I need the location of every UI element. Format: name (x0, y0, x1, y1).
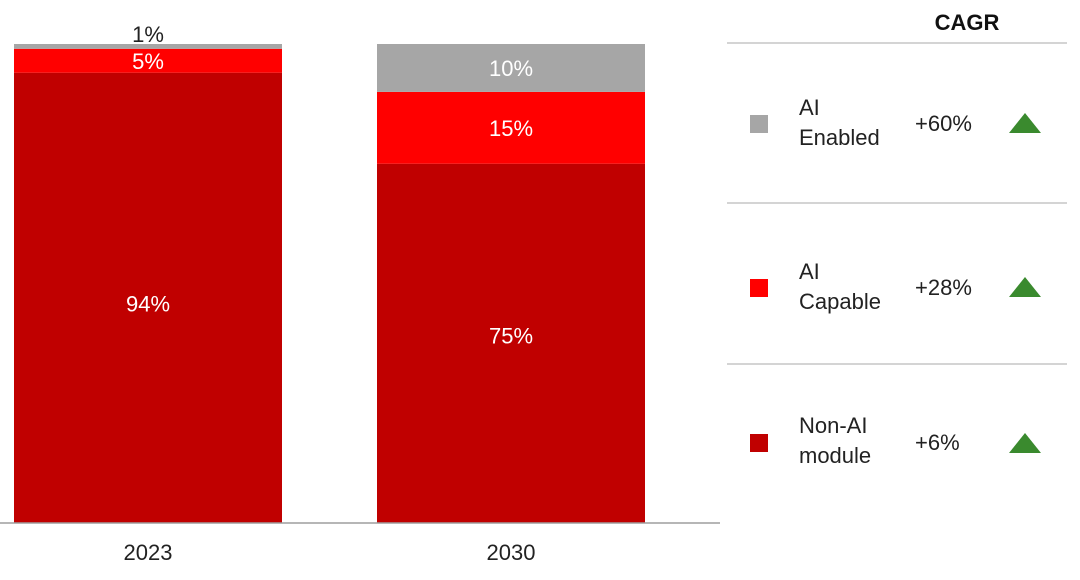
ai-capable-swatch (750, 279, 768, 297)
non-ai-swatch (750, 434, 768, 452)
triangle-up-icon (1009, 277, 1041, 297)
category-labels-layer: 2023 2030 (124, 540, 536, 565)
bar-segment-non-ai-module-2023 (14, 72, 282, 524)
stacked-bar-chart: 94% 5%1% 75% 15% 10% 2023 2030 (0, 22, 720, 565)
x-tick-label-2030: 2030 (487, 540, 536, 565)
data-label-ai-enabled-2023: 1% (132, 22, 164, 47)
bar-segment-non-ai-module-2030 (377, 163, 645, 523)
data-label-non-ai-module-2030: 75% (489, 323, 533, 348)
data-label-ai-capable-2023: 5% (132, 49, 164, 74)
data-label-ai-capable-2030: 15% (489, 116, 533, 141)
triangle-up-icon (1009, 113, 1041, 133)
legend-divider (727, 363, 1067, 365)
bars-layer (14, 44, 645, 524)
cagr-value-non-ai: +6% (915, 430, 960, 455)
bar-segment-ai-enabled-2023 (14, 44, 282, 49)
cagr-legend-panel: CAGR AI Enabled +60% AI Capable +28% Non… (727, 0, 1067, 523)
ai-enabled-swatch (750, 115, 768, 133)
legend-divider (727, 202, 1067, 204)
cagr-value-ai-capable: +28% (915, 275, 972, 300)
cagr-value-ai-enabled: +60% (915, 111, 972, 136)
data-label-non-ai-module-2023: 94% (126, 291, 170, 316)
triangle-up-icon (1009, 433, 1041, 453)
legend-row-ai-enabled: AI Enabled +60% (727, 43, 1067, 203)
cagr-header: CAGR (934, 10, 1000, 35)
legend-row-ai-capable: AI Capable +28% (727, 203, 1067, 363)
legend-label-ai-enabled: AI Enabled (799, 95, 880, 150)
data-label-ai-enabled-2030: 10% (489, 56, 533, 81)
bar-segment-ai-enabled-2030 (377, 44, 645, 92)
bar-segment-ai-capable-2023 (14, 48, 282, 73)
legend-divider (727, 42, 1067, 44)
legend-label-ai-capable: AI Capable (799, 259, 881, 314)
legend-row-non-ai: Non-AI module +6% (727, 364, 1067, 524)
segment-labels-layer: 94% 5%1% 75% 15% 10% (126, 22, 533, 348)
x-tick-label-2023: 2023 (124, 540, 173, 565)
bar-segment-ai-capable-2030 (377, 91, 645, 164)
legend-label-non-ai: Non-AI module (799, 413, 872, 468)
